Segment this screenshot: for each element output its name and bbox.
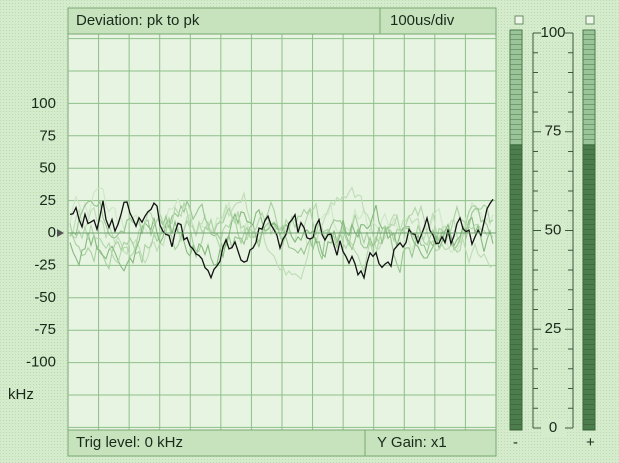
meter-tick-label: 50 <box>545 221 562 238</box>
meter-label-bg <box>541 222 565 239</box>
y-tick-label: -25 <box>34 256 56 273</box>
meter-label-bg <box>541 123 565 140</box>
trigger-label: Trig level: 0 kHz <box>76 434 183 451</box>
meter-bar-right <box>582 144 596 431</box>
meter-bar-right-peak <box>582 29 596 146</box>
meter-tick-label: 0 <box>549 419 557 436</box>
meter-bar-left <box>509 144 523 431</box>
meter-label-bg <box>541 321 565 338</box>
trigger-marker <box>57 229 64 237</box>
y-tick-label: 100 <box>31 95 56 112</box>
timebase-label: 100us/div <box>390 12 455 29</box>
meter-indicator <box>514 15 524 25</box>
y-axis: kHz 100 75 50 25 0 -25 -50 -75 -100 <box>8 95 56 403</box>
y-tick-label: 0 <box>48 224 56 241</box>
meter-plus: + <box>586 434 595 451</box>
meter-minus: - <box>513 434 518 451</box>
persist-trace <box>69 186 494 281</box>
y-tick-label: 75 <box>39 127 56 144</box>
persist-trace <box>69 200 494 271</box>
meter-label-bg <box>541 25 565 41</box>
y-tick-label: -100 <box>26 353 56 370</box>
mode-label: Deviation: pk to pk <box>76 12 200 29</box>
meter-tick-label: 25 <box>545 320 562 337</box>
y-tick-label: -50 <box>34 289 56 306</box>
meter-tick-label: 100 <box>540 24 565 41</box>
y-tick-label: 25 <box>39 192 56 209</box>
persist-trace <box>69 201 494 273</box>
meter-indicator <box>585 15 595 25</box>
gain-label: Y Gain: x1 <box>377 434 447 451</box>
meter-bar-left-peak <box>509 29 523 146</box>
level-meter: - + 100 75 50 25 0 <box>509 15 596 451</box>
y-tick-label: -75 <box>34 321 56 338</box>
meter-label-bg <box>541 420 565 436</box>
header-bar <box>67 7 497 35</box>
y-tick-label: 50 <box>39 160 56 177</box>
live-trace <box>69 198 494 280</box>
y-unit: kHz <box>8 386 34 403</box>
traces <box>69 186 494 281</box>
footer-bar <box>67 429 497 457</box>
persist-trace <box>69 199 494 273</box>
meter-tick-label: 75 <box>545 123 562 140</box>
